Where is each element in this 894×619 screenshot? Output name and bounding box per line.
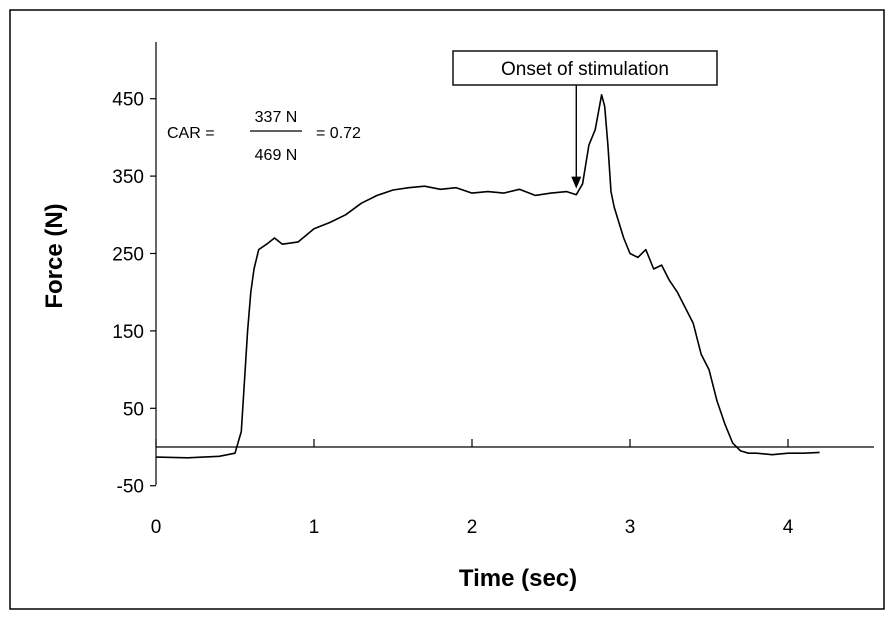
x-tick-label: 3 — [625, 517, 636, 538]
y-tick-label: 150 — [112, 322, 144, 343]
y-tick-label: 350 — [112, 167, 144, 188]
formula-rhs: = 0.72 — [316, 125, 361, 142]
y-tick-label: -50 — [117, 477, 144, 498]
formula-denominator: 469 N — [255, 147, 298, 164]
x-ticks: 0 1 2 3 4 — [151, 439, 794, 538]
x-tick-label: 4 — [783, 517, 794, 538]
y-axis-title: Force (N) — [41, 203, 68, 308]
onset-callout-box — [452, 50, 718, 86]
x-tick-label: 2 — [467, 517, 478, 538]
onset-callout: Onset of stimulation — [452, 50, 718, 189]
car-formula: CAR = 337 N 469 N = 0.72 — [167, 109, 361, 164]
y-ticks: -50 50 150 250 350 450 — [112, 90, 156, 498]
formula-lhs: CAR = — [167, 125, 215, 142]
y-tick-label: 450 — [112, 90, 144, 111]
y-tick-label: 250 — [112, 245, 144, 266]
x-tick-label: 0 — [151, 517, 162, 538]
x-axis-title: Time (sec) — [459, 565, 577, 592]
y-tick-label: 50 — [123, 399, 144, 420]
formula-numerator: 337 N — [255, 109, 298, 126]
series-force-line — [155, 94, 820, 459]
x-tick-label: 1 — [309, 517, 320, 538]
onset-arrow-head — [571, 176, 582, 189]
onset-callout-label: Onset of stimulation — [501, 59, 669, 80]
